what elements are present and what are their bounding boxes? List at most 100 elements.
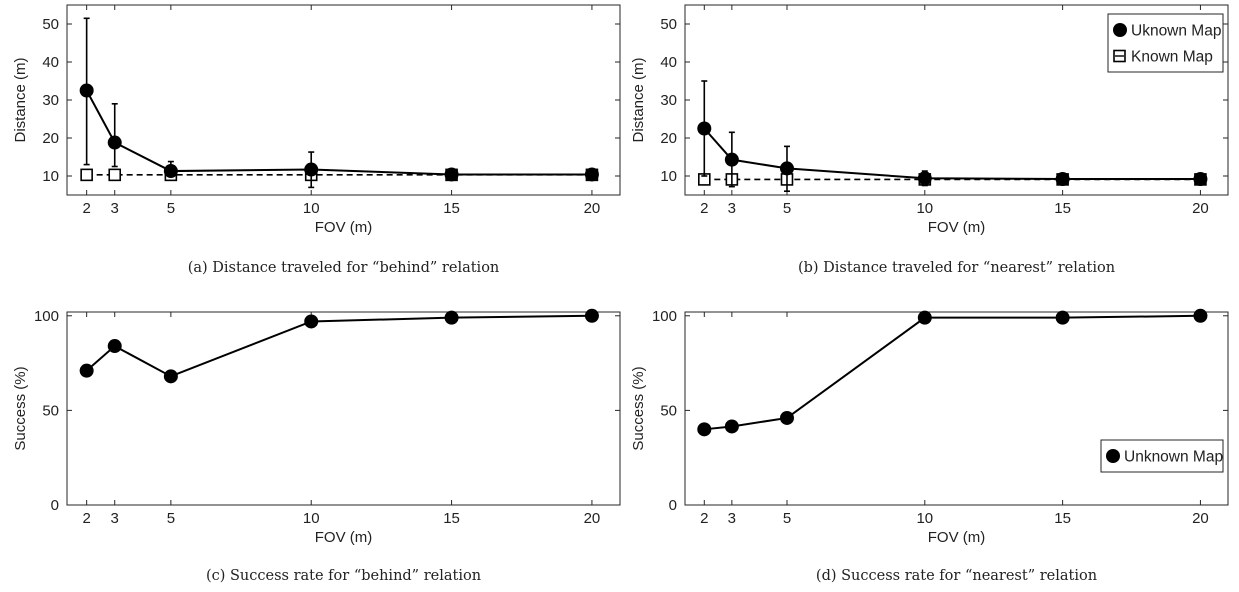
y-axis-label: Success (%) — [12, 366, 29, 450]
data-point — [584, 167, 599, 182]
x-tick-label: 3 — [111, 510, 119, 527]
legend-label: Known Map — [1131, 49, 1213, 66]
x-tick-label: 5 — [783, 200, 791, 217]
x-tick-label: 2 — [82, 200, 90, 217]
data-point — [584, 308, 599, 323]
x-tick-label: 15 — [1054, 200, 1071, 217]
data-point — [1055, 172, 1070, 187]
data-point — [80, 168, 93, 182]
data-point — [79, 83, 94, 98]
legend-box — [1100, 439, 1224, 473]
y-tick-label: 100 — [34, 308, 59, 325]
y-tick-label: 30 — [42, 92, 59, 109]
x-tick-label: 10 — [916, 510, 933, 527]
x-tick-label: 15 — [1054, 510, 1071, 527]
chart-panel-a: 2 3 5 10 15 20 10 20 30 40 50 FOV (m) Distance (m) (a… — [12, 4, 621, 276]
series-unknown-map — [79, 308, 599, 384]
legend-label: Uknown Map — [1131, 23, 1221, 40]
series-unknown-map — [697, 308, 1208, 437]
data-point — [1193, 172, 1208, 187]
chart-caption: (d) Success rate for “nearest” relation — [816, 568, 1097, 584]
y-tick-label: 50 — [660, 16, 677, 33]
data-point — [779, 161, 794, 176]
x-axis-label: FOV (m) — [928, 529, 986, 546]
data-point — [79, 363, 94, 378]
legend-box — [1107, 13, 1224, 73]
y-tick-label: 50 — [42, 402, 59, 419]
x-tick-label: 5 — [167, 200, 175, 217]
chart-caption: (b) Distance traveled for “nearest” rela… — [798, 260, 1115, 276]
y-tick-label: 100 — [652, 308, 677, 325]
y-tick-label: 50 — [42, 16, 59, 33]
x-tick-label: 10 — [303, 200, 320, 217]
legend-marker-unknown-map — [1106, 449, 1120, 463]
series-line — [704, 314, 1201, 431]
x-tick-label: 20 — [584, 200, 601, 217]
y-axis-label: Distance (m) — [630, 57, 647, 142]
x-tick-label: 10 — [916, 200, 933, 217]
y-tick-label: 0 — [669, 497, 677, 514]
data-point — [163, 369, 178, 384]
y-tick-label: 40 — [42, 54, 59, 71]
data-point — [1193, 308, 1208, 323]
y-tick-label: 10 — [660, 168, 677, 185]
x-tick-label: 2 — [700, 200, 708, 217]
chart-caption: (c) Success rate for “behind” relation — [206, 568, 481, 584]
x-tick-label: 3 — [111, 200, 119, 217]
chart-panel-b: 2 3 5 10 15 20 10 20 30 40 50 FOV (m) Distance (m) (b… — [630, 4, 1229, 276]
x-tick-label: 5 — [783, 510, 791, 527]
data-point — [108, 168, 122, 182]
x-tick-label: 10 — [303, 510, 320, 527]
data-point — [444, 310, 459, 325]
data-point — [444, 167, 459, 182]
y-tick-label: 20 — [42, 130, 59, 147]
plot-frame — [66, 311, 621, 506]
x-tick-label: 20 — [1192, 510, 1209, 527]
data-point — [1055, 310, 1070, 325]
chart-caption: (a) Distance traveled for “behind” relat… — [188, 260, 500, 276]
y-tick-label: 30 — [660, 92, 677, 109]
x-tick-label: 15 — [443, 510, 460, 527]
x-tick-label: 20 — [1192, 200, 1209, 217]
data-point — [917, 171, 932, 186]
y-axis-label: Success (%) — [630, 366, 647, 450]
x-axis-label: FOV (m) — [315, 529, 373, 546]
data-point — [107, 339, 122, 354]
data-point — [304, 162, 319, 177]
series-line — [85, 314, 592, 378]
legend-marker-unknown-map — [1113, 23, 1127, 37]
x-tick-label: 3 — [728, 510, 736, 527]
legend-label: Unknown Map — [1124, 449, 1223, 466]
y-tick-label: 10 — [42, 168, 59, 185]
x-tick-label: 2 — [82, 510, 90, 527]
y-tick-label: 50 — [660, 402, 677, 419]
data-point — [724, 152, 739, 167]
x-axis-label: FOV (m) — [315, 219, 373, 236]
y-tick-label: 40 — [660, 54, 677, 71]
x-tick-label: 5 — [167, 510, 175, 527]
chart-panel-c: 2 3 5 10 15 20 0 50 100 FOV (m) Success (%) (c) Suc… — [12, 308, 621, 584]
plot-frame — [684, 311, 1229, 506]
data-point — [304, 314, 319, 329]
series-line — [85, 90, 592, 176]
data-point — [779, 410, 794, 425]
data-point — [697, 422, 712, 437]
x-tick-label: 2 — [700, 510, 708, 527]
data-point — [917, 310, 932, 325]
data-point — [163, 164, 178, 179]
plot-frame — [66, 4, 621, 196]
series-unknown-map — [697, 80, 1208, 192]
legend: Unknown Map — [1100, 439, 1224, 473]
chart-panel-d: 2 3 5 10 15 20 0 50 100 FOV (m) Success (%) (d) Suc… — [630, 308, 1229, 584]
y-tick-label: 0 — [51, 497, 59, 514]
y-axis-label: Distance (m) — [12, 57, 29, 142]
data-point — [107, 135, 122, 150]
data-point — [697, 121, 712, 136]
legend: Uknown Map Known Map — [1107, 13, 1224, 73]
x-tick-label: 15 — [443, 200, 460, 217]
data-point — [724, 419, 739, 434]
y-tick-label: 20 — [660, 130, 677, 147]
series-line — [703, 127, 1201, 181]
series-unknown-map — [79, 17, 599, 189]
